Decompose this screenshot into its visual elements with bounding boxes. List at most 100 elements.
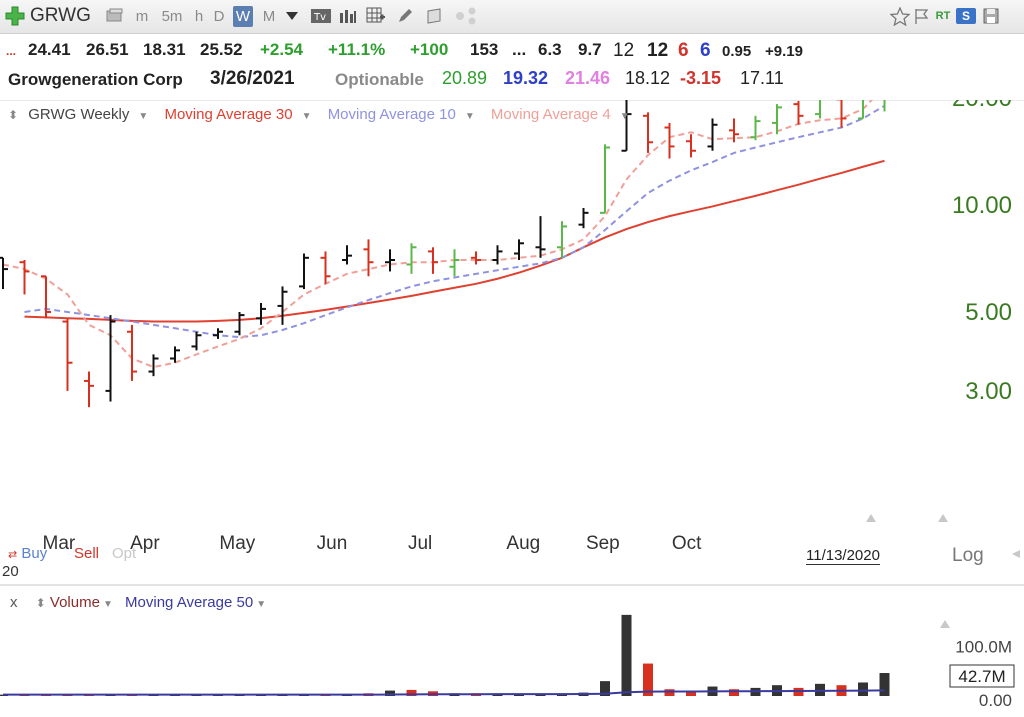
ohlc-bar [664,122,675,159]
quote-field-7: 12 [647,40,669,61]
date-cursor-label[interactable]: 11/13/2020 [806,547,880,565]
s-menu-icon[interactable]: S [955,4,977,28]
legend-ma30[interactable]: Moving Average 30 ▼ [164,106,317,123]
period-minute-button[interactable]: m [135,8,149,25]
ohlc-bar [62,318,73,391]
close-pane-icon[interactable]: x [10,594,18,611]
volume-bar [600,681,610,696]
quote-v4: 18.12 [625,68,671,88]
ohlc-bar [105,315,116,402]
flag-icon[interactable] [912,4,932,28]
quote-field-3: ... [512,40,527,59]
ohlc-bar [449,249,460,277]
ohlc-bar [883,100,886,112]
quote-field-11: +9.19 [765,43,803,60]
x-tick-label: May [219,533,255,554]
caret-down-icon[interactable]: ▼ [619,111,630,122]
quote-high: 26.51 [86,40,129,59]
chart-misc [866,514,1020,558]
ohlc-bar [836,100,847,128]
quote-v6: 17.11 [740,68,784,88]
star-icon[interactable] [889,4,911,28]
quote-change: +2.54 [260,40,304,59]
quote-lead-dots[interactable]: ... [6,44,17,58]
volume-bar [686,690,696,696]
volume-bar [664,689,675,696]
legend-main-label: GRWG Weekly [28,106,130,123]
log-scale-toggle[interactable]: Log [952,545,984,566]
buy-sell-arrows-icon: ⇄ [8,549,18,561]
quote-v2: 19.32 [503,68,549,88]
ohlc-bar [320,251,331,284]
x-tick-label: Sep [586,533,620,554]
legend-ma4[interactable]: Moving Average 4 ▼ [491,106,636,123]
period-daily-button[interactable]: D [213,8,225,25]
period-5min-button[interactable]: 5m [161,8,183,25]
period-hour-button[interactable]: h [194,8,204,25]
buy-button[interactable]: ⇄ Buy [8,545,47,562]
sell-button[interactable]: Sell [74,545,100,562]
ohlc-bar [170,346,180,363]
ma10-line [24,104,886,339]
caret-down-icon[interactable]: ▼ [301,111,312,122]
y-tick-label: 3.00 [965,378,1012,405]
share-icon[interactable] [453,4,479,28]
symbol-field[interactable]: GRWG [30,5,91,26]
chart-style-icon[interactable] [103,4,127,28]
caret-down-icon[interactable]: ▼ [256,599,267,610]
ohlc-bar [858,100,864,120]
save-icon[interactable] [980,4,1002,28]
x-tick-label: Jul [408,533,432,554]
quote-v5: -3.15 [680,68,722,88]
ohlc-bar [277,286,288,325]
ohlc-bar [191,331,202,351]
volume-bar [858,682,868,696]
legend-volume-ma-label[interactable]: Moving Average 50 [125,594,254,611]
ohlc-bar [557,221,567,258]
legend-ma10[interactable]: Moving Average 10 ▼ [328,106,481,123]
quote-v1: 20.89 [442,68,488,88]
caret-down-icon[interactable]: ▼ [138,111,149,122]
dropdown-caret-icon[interactable] [283,4,301,28]
grid-layout-icon[interactable] [364,4,388,28]
bar-style-icon[interactable] [337,4,359,28]
rt-icon[interactable]: RT [935,10,951,22]
volume-bar [621,614,632,696]
legend-main[interactable]: ⬍ GRWG Weekly ▼ [8,106,154,123]
volume-last-label: 42.7M [958,667,1005,686]
drag-handle-icon[interactable]: ⬍ [8,108,19,122]
period-monthly-button[interactable]: M [262,8,276,25]
legend-ma4-label: Moving Average 4 [490,106,611,123]
add-plus-icon[interactable] [4,4,26,28]
caret-down-icon[interactable]: ▼ [464,111,475,122]
price-bars [0,100,886,408]
drag-handle-icon[interactable]: ⬍ [35,596,46,610]
window-icon[interactable] [424,4,446,28]
text-tool-icon[interactable]: Tv [309,4,333,28]
period-weekly-button[interactable]: W [233,6,253,27]
ma30-line [24,159,885,323]
ohlc-bar [41,275,51,319]
ohlc-bar [406,243,417,274]
x-tick-label: Jun [317,533,348,554]
quote-field-10: 0.95 [722,43,752,60]
pencil-icon[interactable] [394,4,416,28]
x-tick-label: Oct [672,533,702,554]
company-name: Growgeneration Corp [8,70,183,89]
ohlc-bar [471,251,481,265]
caret-down-icon[interactable]: ▼ [102,599,113,610]
ohlc-bar [127,324,137,381]
ohlc-bar [535,216,546,258]
optionable-label: Optionable [335,70,424,89]
ma4-line [2,100,874,369]
ohlc-bar [234,311,245,336]
legend-volume-label[interactable]: Volume [49,594,100,611]
ohlc-bar [19,259,30,295]
y-tick-label: 20.00 [952,100,1012,112]
opt-button[interactable]: Opt [112,545,137,562]
ohlc-bar [213,328,223,339]
price-legend: ⬍ GRWG Weekly ▼ Moving Average 30 ▼ Moving… [8,106,642,126]
quote-low: 18.31 [143,40,186,59]
buy-label: Buy [21,545,48,562]
